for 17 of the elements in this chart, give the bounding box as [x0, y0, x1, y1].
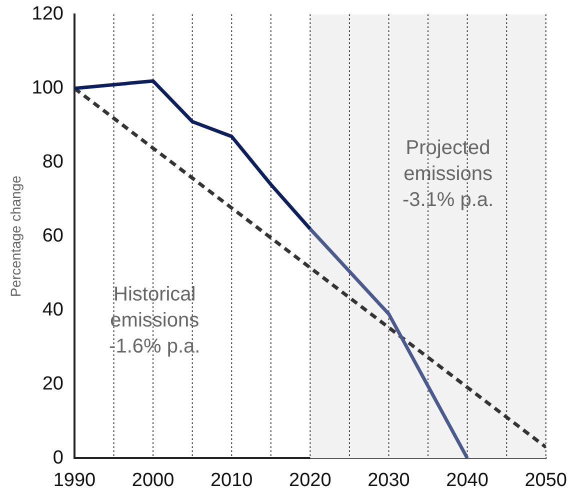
y-tick-label: 20 [42, 373, 64, 394]
x-tick-label: 2050 [524, 470, 568, 491]
y-tick-label: 120 [32, 4, 64, 25]
y-tick-label: 0 [52, 447, 64, 468]
x-tick-label: 2000 [132, 470, 174, 491]
y-tick-label: 40 [42, 300, 64, 320]
y-tick-label: 80 [42, 152, 64, 173]
x-tick-label: 2030 [368, 470, 410, 491]
y-axis-title: Percentage change [7, 175, 24, 298]
x-tick-label: 2020 [289, 470, 332, 491]
annotation: Historical emissions -1.6% p.a. [109, 284, 200, 358]
band-label: Projected emissions -3.1% p.a. [402, 137, 494, 212]
x-tick-label: 1990 [53, 470, 96, 491]
x-tick-label: 2010 [210, 470, 253, 491]
y-tick-label: 100 [32, 78, 64, 99]
y-tick-label: 60 [42, 226, 64, 247]
x-tick-label: 2040 [446, 470, 488, 491]
